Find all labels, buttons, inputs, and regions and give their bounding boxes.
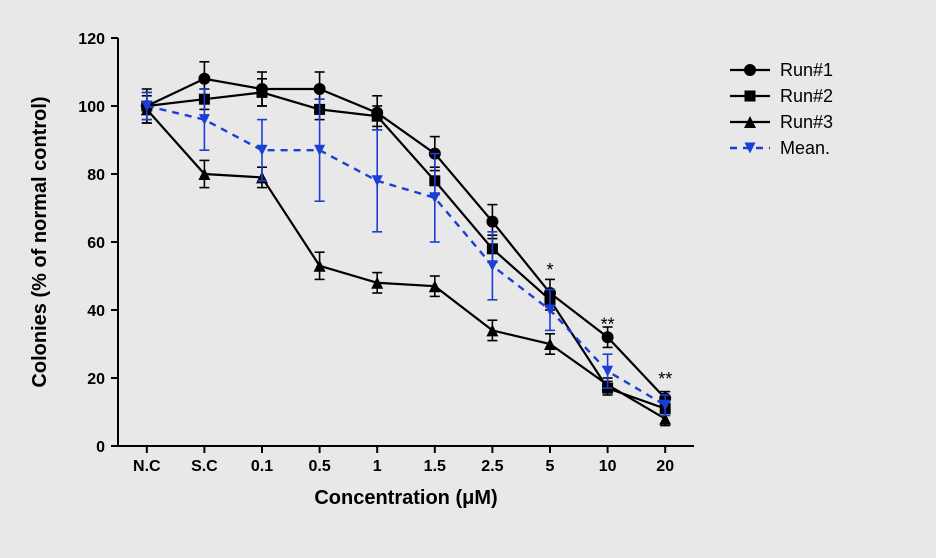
x-tick-label: S.C — [191, 458, 218, 475]
legend-label: Run#3 — [780, 112, 833, 132]
x-axis-label: Concentration (μM) — [314, 487, 497, 509]
x-tick-label: 1.5 — [424, 458, 446, 475]
x-tick-label: 5 — [546, 458, 555, 475]
chart-svg: 0 20 40 60 80 100 120 N.C S.C 0.1 0.5 1 1.5 2.5 5 10 20 C… — [0, 0, 936, 558]
legend-label: Mean. — [780, 138, 830, 158]
x-tick-label: 10 — [599, 458, 617, 475]
x-tick-label: 0.1 — [251, 458, 273, 475]
y-tick-label: 120 — [78, 31, 105, 48]
x-tick-label: 20 — [656, 458, 674, 475]
x-tick-label: N.C — [133, 458, 161, 475]
legend-label: Run#1 — [780, 60, 833, 80]
x-tick-label: 0.5 — [308, 458, 330, 475]
significance-marker: * — [546, 260, 553, 280]
significance-marker: ** — [601, 314, 615, 334]
y-tick-label: 100 — [78, 99, 105, 116]
y-axis-label: Colonies (% of normal control) — [29, 96, 51, 387]
y-tick-label: 80 — [87, 167, 105, 184]
chart-container: 0 20 40 60 80 100 120 N.C S.C 0.1 0.5 1 1.5 2.5 5 10 20 C… — [0, 0, 936, 558]
legend-label: Run#2 — [780, 86, 833, 106]
y-tick-label: 40 — [87, 303, 105, 320]
significance-marker: ** — [658, 369, 672, 389]
y-tick-label: 60 — [87, 235, 105, 252]
x-tick-label: 1 — [373, 458, 382, 475]
x-tick-label: 2.5 — [481, 458, 503, 475]
y-tick-label: 0 — [96, 439, 105, 456]
y-tick-label: 20 — [87, 371, 105, 388]
